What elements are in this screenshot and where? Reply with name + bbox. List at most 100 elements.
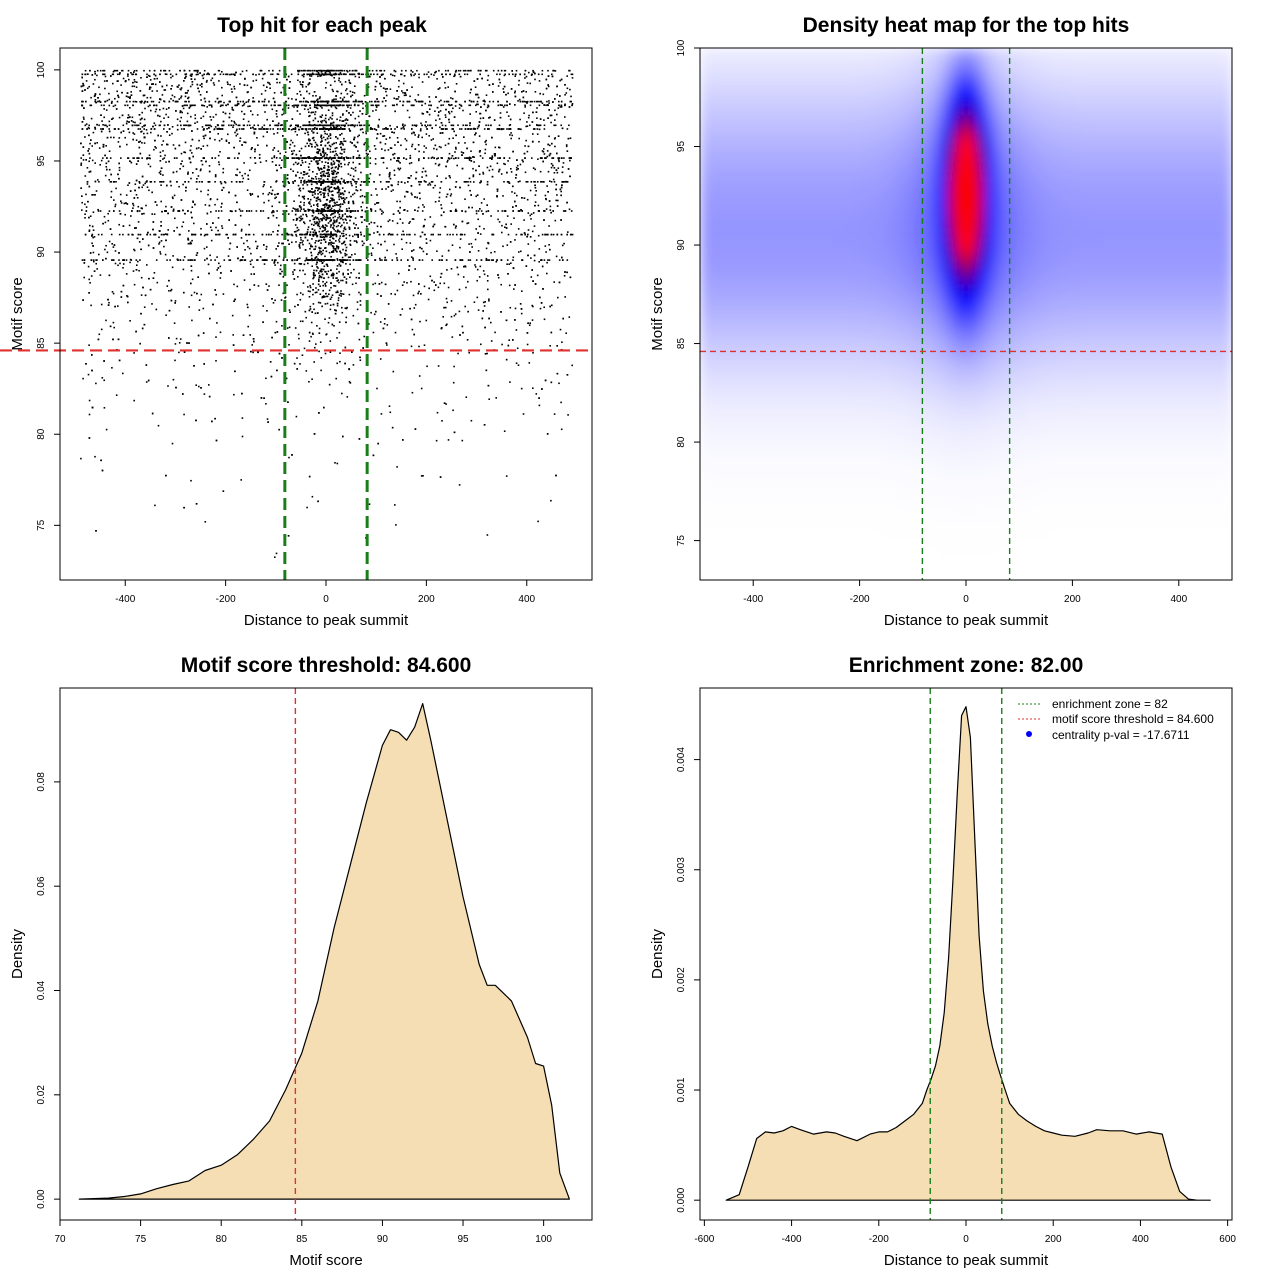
scatter-point [363,242,365,245]
scatter-point [146,101,149,103]
scatter-point [452,107,454,110]
scatter-point [88,185,91,188]
scatter-point [565,144,568,146]
scatter-point [482,171,484,174]
scatter-point [566,201,568,204]
scatter-point [492,259,494,261]
scatter-point [479,117,482,120]
scatter-point [114,205,116,208]
scatter-point [348,104,350,107]
scatter-point [518,210,521,212]
scatter-point [504,104,506,107]
scatter-point [209,116,212,118]
scatter-point [140,294,143,296]
scatter-point [536,124,538,126]
scatter-point [377,126,380,128]
scatter-point [460,128,463,130]
scatter-point [182,165,185,168]
scatter-point [513,288,515,290]
scatter-point [325,120,327,123]
scatter-point [347,163,349,166]
scatter-point [127,73,129,76]
scatter-point [292,273,294,275]
scatter-point [129,107,131,109]
scatter-point [80,85,83,88]
scatter-point [377,442,379,445]
scatter-point [374,88,376,91]
scatter-point [330,126,332,129]
scatter-point [153,272,156,274]
scatter-point [341,392,343,395]
scatter-point [445,177,447,180]
scatter-point [270,186,272,188]
scatter-point [329,133,332,135]
scatter-point [85,363,87,365]
scatter-point [350,95,352,98]
scatter-point [563,181,565,183]
scatter-point [239,140,241,142]
scatter-point [568,106,571,108]
scatter-point [297,79,299,82]
scatter-point [221,225,223,227]
scatter-point [410,74,413,77]
scatter-point [423,344,426,346]
scatter-point [125,202,127,204]
scatter-point [408,233,410,236]
scatter-point [440,99,442,102]
scatter-point [165,205,167,208]
scatter-point [151,191,153,194]
scatter-point [448,118,450,121]
scatter-point [88,171,91,173]
scatter-point [192,201,194,203]
scatter-point [82,84,85,87]
scatter-point [258,153,261,156]
scatter-point [278,352,281,355]
scatter-point [94,455,96,458]
scatter-point [546,261,548,264]
scatter-point [430,157,433,159]
scatter-point [404,195,406,198]
scatter-point [266,259,268,261]
scatter-point [568,69,570,72]
scatter-point [130,161,133,164]
scatter-point [139,128,142,130]
scatter-point [452,128,454,130]
scatter-point [239,137,242,139]
scatter-point [207,189,210,192]
scatter-point [307,108,309,111]
scatter-point [307,83,309,86]
scatter-point [529,214,531,217]
scatter-point [545,78,548,81]
scatter-point [412,218,415,220]
scatter-point [298,150,301,152]
scatter-point [183,80,185,82]
scatter-point [489,157,492,159]
scatter-point [240,228,243,231]
scatter-point [487,259,489,261]
scatter-point [139,101,141,103]
scatter-point [491,158,493,160]
scatter-point [409,221,411,223]
scatter-point [447,157,450,159]
scatter-point [179,120,181,123]
scatter-point [522,100,524,103]
scatter-point [100,459,102,462]
scatter-point [538,210,540,212]
scatter-point [457,352,459,355]
scatter-point [494,146,497,149]
scatter-point [309,248,311,250]
scatter-point [221,94,223,97]
scatter-point [206,106,208,108]
scatter-point [215,293,217,296]
scatter-point [211,77,214,80]
scatter-point [435,96,437,98]
scatter-point [527,116,530,119]
scatter-point [290,73,293,76]
scatter-point [113,210,115,212]
scatter-point [217,267,220,269]
scatter-point [206,91,208,93]
scatter-point [545,157,547,159]
scatter-point [157,134,159,137]
scatter-point [196,83,199,86]
scatter-point [204,100,207,103]
